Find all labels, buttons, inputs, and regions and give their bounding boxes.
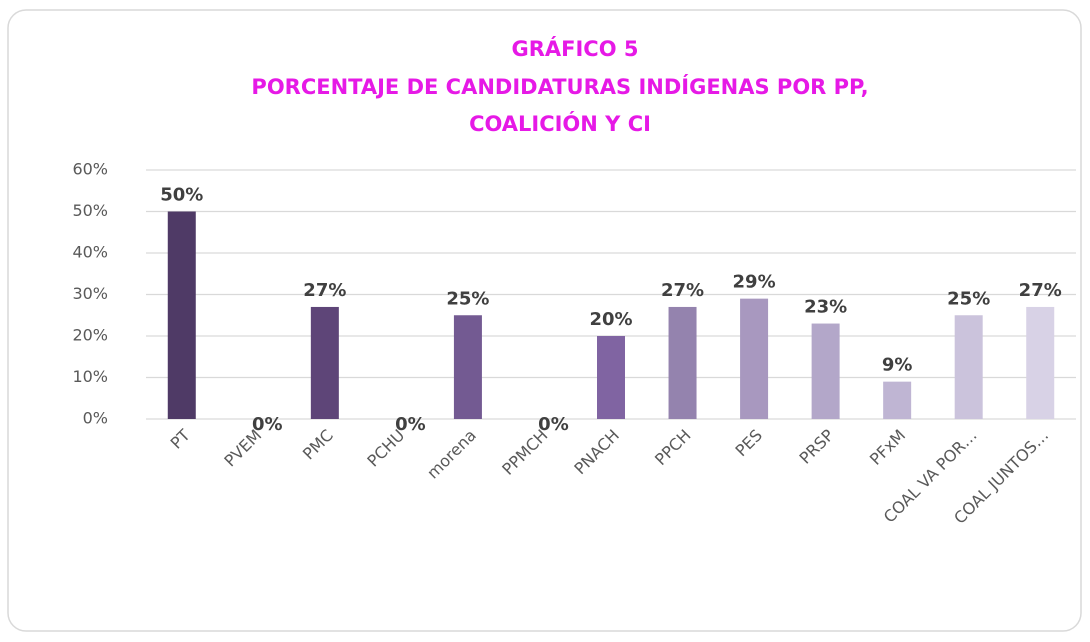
y-tick-label: 10% bbox=[72, 367, 108, 386]
y-tick-label: 50% bbox=[72, 201, 108, 220]
chart-title: PORCENTAJE DE CANDIDATURAS INDÍGENAS POR… bbox=[251, 74, 868, 99]
y-tick-label: 30% bbox=[72, 284, 108, 303]
value-label: 0% bbox=[252, 414, 283, 435]
value-label: 9% bbox=[882, 355, 913, 376]
bar bbox=[597, 336, 625, 419]
card bbox=[7, 9, 1082, 632]
value-label: 0% bbox=[538, 414, 569, 435]
value-label: 20% bbox=[589, 309, 632, 330]
value-label: 27% bbox=[1019, 280, 1062, 301]
y-tick-label: 60% bbox=[72, 160, 108, 179]
value-label: 27% bbox=[303, 280, 346, 301]
value-label: 25% bbox=[446, 288, 489, 309]
chart-title: COALICIÓN Y CI bbox=[469, 111, 651, 136]
chart-title: GRÁFICO 5 bbox=[511, 36, 638, 61]
bar bbox=[668, 306, 697, 419]
bar bbox=[167, 211, 196, 419]
bar bbox=[1026, 306, 1055, 419]
value-label: 29% bbox=[733, 272, 776, 293]
y-tick-label: 20% bbox=[72, 326, 108, 345]
value-label: 50% bbox=[160, 185, 203, 206]
bar bbox=[954, 315, 983, 419]
value-label: 23% bbox=[804, 297, 847, 318]
y-tick-label: 0% bbox=[83, 409, 108, 428]
y-tick-label: 40% bbox=[72, 243, 108, 262]
bar bbox=[740, 298, 769, 419]
value-label: 27% bbox=[661, 280, 704, 301]
bar bbox=[811, 323, 840, 419]
bar bbox=[883, 381, 912, 419]
bar bbox=[453, 315, 482, 419]
value-label: 25% bbox=[947, 288, 990, 309]
value-label: 0% bbox=[395, 414, 426, 435]
bar bbox=[310, 306, 339, 419]
